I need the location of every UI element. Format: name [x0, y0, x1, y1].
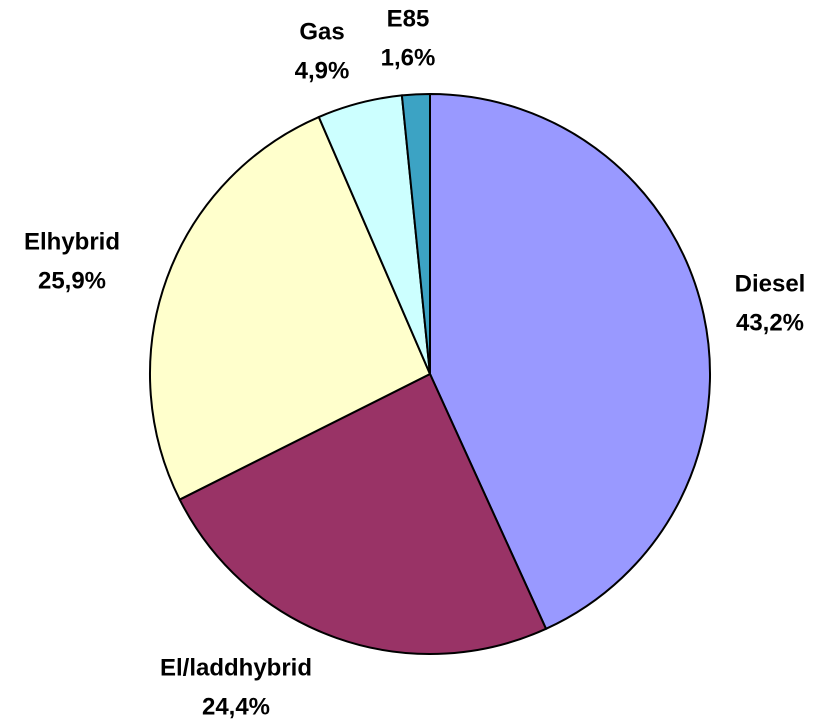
slice-value-label: 1,6% — [381, 44, 436, 71]
slice-name: Diesel — [735, 270, 806, 297]
pie-slice — [429, 92, 711, 631]
slice-value-label: 24,4% — [202, 693, 270, 720]
slice-name: El/laddhybrid — [160, 654, 312, 681]
slice-value-label: 4,9% — [295, 57, 350, 84]
slice-name: Gas — [299, 18, 344, 45]
slice-name: E85 — [387, 5, 430, 32]
pie-slice — [178, 372, 548, 655]
slice-value-label: 43,2% — [736, 309, 804, 336]
pie-slice — [400, 92, 431, 375]
slice-value-label: 25,9% — [38, 267, 106, 294]
slice-name: Elhybrid — [24, 228, 120, 255]
